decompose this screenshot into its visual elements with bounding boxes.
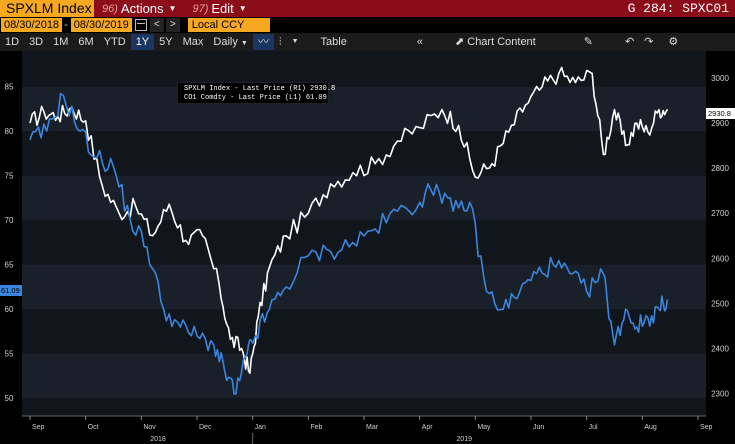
left-axis-tick-label: 85 [5, 83, 14, 92]
chevron-down-icon[interactable]: ▼ [291, 38, 299, 45]
right-axis-tick-label: 2600 [711, 254, 729, 263]
calendar-icon[interactable] [134, 19, 147, 31]
period-5y-button[interactable]: 5Y [159, 36, 173, 48]
series-line-co1 [29, 92, 669, 395]
start-date-input[interactable]: 08/30/2018 [1, 18, 63, 32]
right-axis-tick-label: 2900 [711, 119, 729, 128]
edit-menu-number: 97) [192, 2, 209, 15]
left-axis-tick-label: 75 [5, 172, 14, 181]
chart-toolbar: 1D 3D 1M 6M YTD 1Y 5Y Max Daily ▼ 〰 ⫶ ▼ … [0, 33, 735, 51]
period-1y-button[interactable]: 1Y [130, 34, 155, 50]
chart-content-icon: ⬈ [454, 36, 465, 48]
chart-content-button[interactable]: ⬈ Chart Content [450, 34, 541, 50]
year-label-2018: 2018 [150, 436, 166, 443]
security-field[interactable]: SPXLM Index [0, 0, 94, 17]
edit-pencil-icon[interactable]: ✎ [583, 36, 593, 48]
actions-menu-number: 96) [102, 2, 118, 15]
right-axis-tick-label: 2500 [711, 299, 729, 308]
x-axis-tick-label: Nov [143, 424, 156, 431]
right-axis-tick-label: 3000 [711, 74, 729, 83]
actions-menu-label: Actions [120, 1, 164, 16]
bar-chart-icon[interactable]: ⫶ [278, 36, 282, 48]
chevron-down-icon: ▼ [168, 4, 177, 13]
left-axis-tick-label: 65 [5, 261, 14, 270]
grid-band [22, 86, 706, 132]
left-axis-tick-label: 50 [5, 394, 14, 403]
date-separator: - [64, 19, 68, 31]
x-axis-tick-label: Jul [589, 424, 598, 431]
x-axis-tick-label: Oct [88, 424, 99, 431]
period-max-button[interactable]: Max [182, 36, 204, 48]
chart-content-label: Chart Content [467, 36, 536, 48]
co1-last-price-tag: 61.09 [0, 285, 22, 296]
grid-band [22, 353, 706, 399]
x-axis-tick-label: Aug [644, 424, 657, 431]
x-axis-tick-label: Jun [533, 424, 544, 431]
period-1m-button[interactable]: 1M [53, 36, 69, 48]
grid-band [22, 175, 706, 221]
legend-entry-co1: CO1 Comdty - Last Price (L1) 61.09 [181, 94, 327, 103]
chart-code: G 284: SPXC01 [627, 1, 729, 16]
series-line-spxlm [29, 66, 669, 375]
period-3d-button[interactable]: 3D [29, 36, 44, 48]
x-axis-tick-label: Apr [422, 424, 434, 431]
frequency-select[interactable]: Daily ▼ [208, 34, 252, 50]
x-axis-tick-label: Sep [700, 424, 713, 431]
currency-select[interactable]: Local CCY [187, 18, 270, 32]
right-axis-tick-label: 2300 [711, 389, 729, 398]
period-ytd-button[interactable]: YTD [103, 36, 126, 48]
left-axis-tick-label: 80 [5, 127, 14, 136]
x-axis-tick-label: May [477, 424, 491, 431]
table-button[interactable]: Table [320, 36, 347, 48]
frequency-label: Daily [213, 36, 238, 48]
period-1d-button[interactable]: 1D [5, 36, 20, 48]
chevron-down-icon: ▼ [240, 40, 248, 47]
left-axis-tick-label: 70 [5, 216, 14, 225]
legend-entry-spx: SPXLM Index - Last Price (R1) 2930.8 [181, 85, 335, 94]
year-label-2019: 2019 [456, 436, 472, 443]
date-range-bar: 08/30/2018 - 08/30/2019 < > Local CCY [0, 17, 735, 33]
previous-period-button[interactable]: < [149, 18, 164, 32]
x-axis-tick-label: Dec [199, 424, 212, 431]
x-axis-tick-label: Feb [310, 424, 322, 431]
grid-band [22, 264, 706, 310]
period-6m-button[interactable]: 6M [78, 36, 94, 48]
title-menu: 96) Actions ▼ 97) Edit ▼ [102, 0, 263, 17]
x-axis-tick-label: Sep [32, 424, 45, 431]
right-axis-tick-label: 2700 [711, 209, 729, 218]
left-axis-tick-label: 60 [5, 305, 14, 314]
chevron-down-icon: ▼ [238, 4, 247, 13]
actions-menu[interactable]: 96) Actions ▼ [102, 1, 176, 16]
title-bar: SPXLM Index 96) Actions ▼ 97) Edit ▼ G 2… [0, 0, 735, 17]
line-chart-icon[interactable]: 〰 [252, 34, 274, 50]
undo-icon[interactable]: ↶ [624, 36, 635, 48]
right-axis-tick-label: 2400 [711, 344, 729, 353]
collapse-icon[interactable]: « [416, 36, 423, 48]
gear-icon[interactable]: ⚙ [668, 36, 679, 48]
chart-legend: SPXLM Index - Last Price (R1) 2930.8 CO1… [177, 82, 335, 104]
right-axis-tick-label: 2800 [711, 164, 729, 173]
next-period-button[interactable]: > [165, 18, 180, 32]
left-axis-tick-label: 55 [5, 350, 14, 359]
legend-label-spx: SPXLM Index - Last Price (R1) 2930.8 [184, 85, 336, 93]
edit-menu-label: Edit [211, 1, 234, 16]
x-axis-tick-label: Mar [366, 424, 379, 431]
x-axis-tick-label: Jan [255, 424, 266, 431]
price-chart[interactable]: 50 55 60 65 70 75 80 85 2300 2400 2500 2600 2700 2800… [0, 51, 735, 444]
spx-last-price-tag: 2930.8 [706, 108, 735, 119]
edit-menu[interactable]: 97) Edit ▼ [192, 1, 246, 16]
redo-icon[interactable]: ↷ [644, 36, 654, 48]
end-date-input[interactable]: 08/30/2019 [70, 18, 132, 32]
legend-label-co1: CO1 Comdty - Last Price (L1) 61.09 [184, 94, 327, 102]
